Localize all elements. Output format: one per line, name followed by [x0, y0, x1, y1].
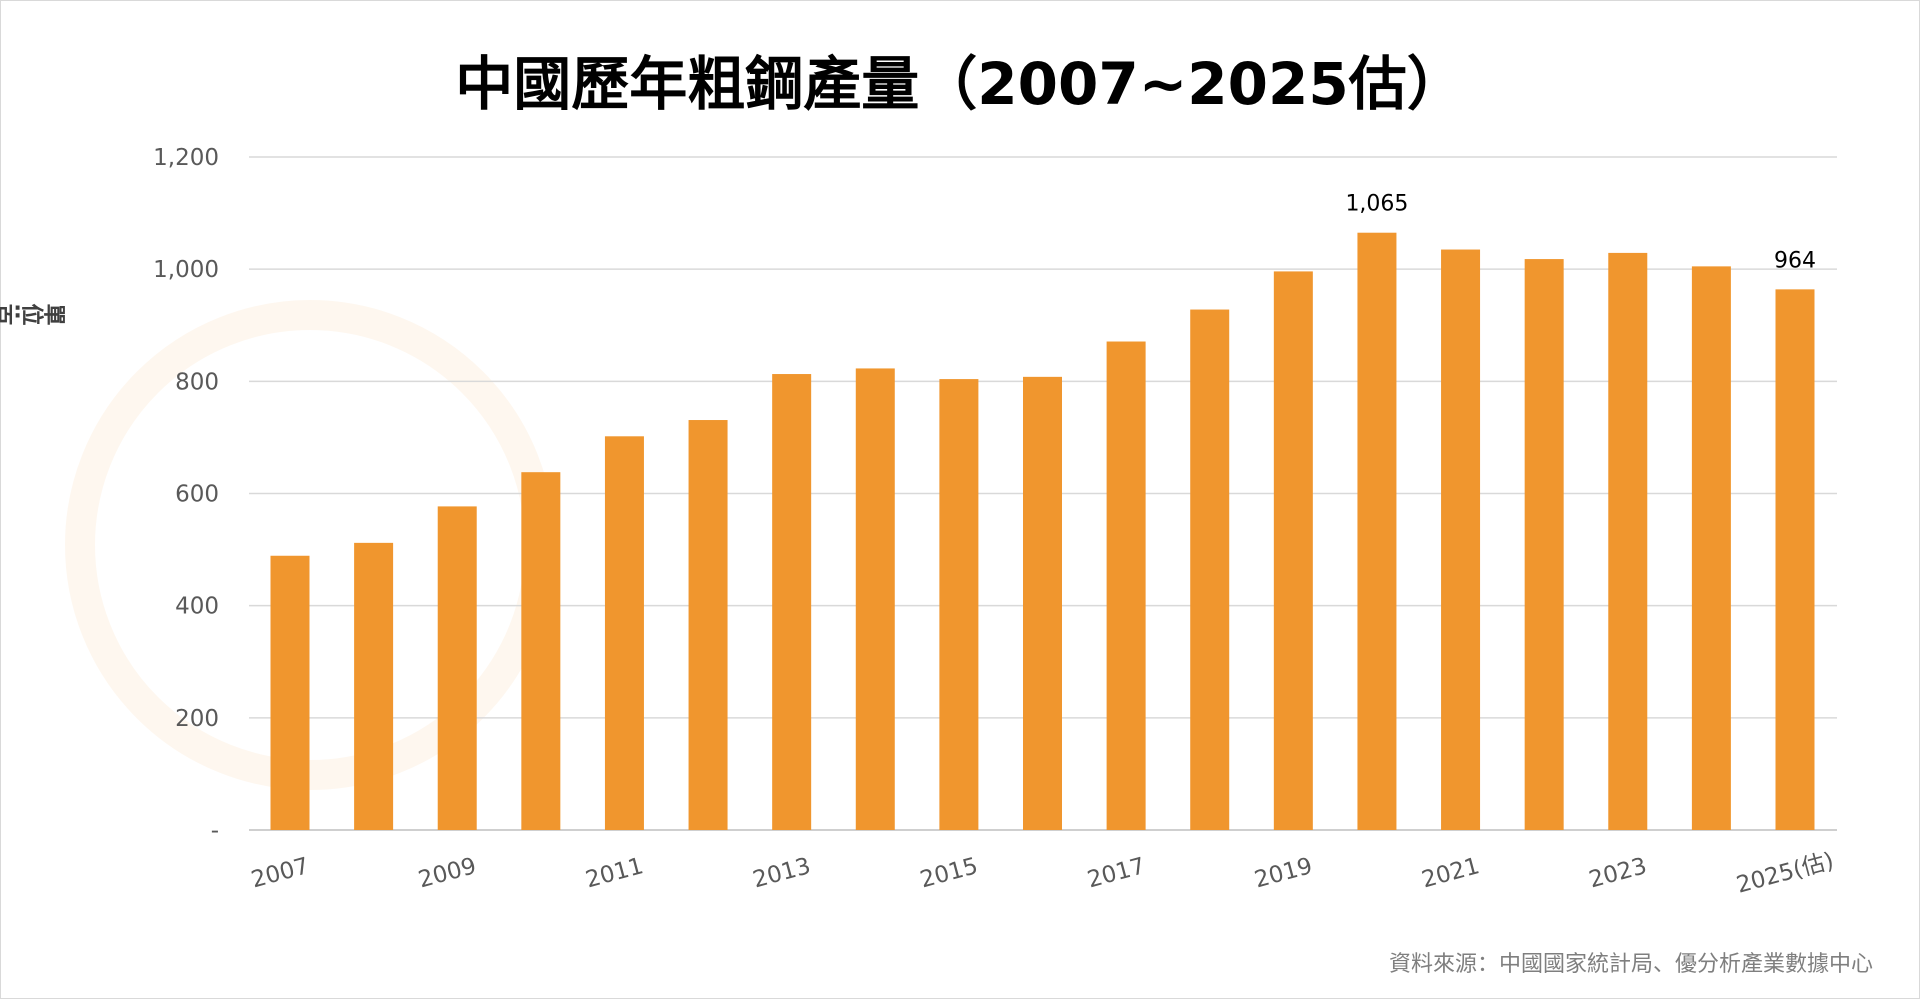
bar-2022	[1524, 259, 1564, 830]
bar-2013	[772, 374, 812, 830]
data-label: 1,065	[1345, 192, 1408, 217]
bar-2008	[354, 542, 394, 830]
x-tick-label: 2025(估)	[1734, 848, 1837, 899]
x-tick-label: 2007	[249, 853, 312, 893]
y-tick-label: 1,200	[153, 145, 219, 171]
y-tick-label: 600	[175, 482, 219, 508]
bar-2016	[1023, 376, 1062, 830]
y-tick-label: 1,000	[153, 257, 219, 283]
y-tick-label: 200	[175, 706, 219, 732]
bar-2009	[437, 506, 477, 830]
y-tick-label: -	[211, 818, 219, 844]
source-note: 資料來源：中國國家統計局、優分析產業數據中心	[1389, 952, 1873, 977]
bar-2024	[1691, 266, 1731, 830]
bar-2011	[604, 436, 644, 830]
bar-2010	[521, 472, 561, 830]
x-tick-label: 2013	[750, 853, 813, 893]
y-tick-label: 400	[175, 594, 219, 620]
bar-2023	[1608, 252, 1648, 831]
bar-2012	[688, 420, 728, 830]
y-axis-label: 單位:百萬噸	[0, 300, 66, 326]
bar-2025(估)	[1775, 289, 1815, 830]
x-tick-label: 2011	[583, 853, 646, 893]
bar-2014	[855, 368, 895, 830]
bar-2007	[270, 555, 310, 830]
bar-2017	[1106, 341, 1146, 830]
bar-2018	[1190, 309, 1230, 831]
bar-2021	[1441, 249, 1481, 831]
y-tick-label: 800	[175, 369, 219, 395]
x-tick-label: 2021	[1419, 853, 1482, 893]
bar-2015	[939, 379, 979, 830]
x-tick-label: 2015	[917, 853, 980, 893]
bar-2020	[1357, 232, 1397, 830]
x-tick-label: 2009	[416, 853, 479, 893]
x-tick-label: 2019	[1252, 853, 1315, 893]
x-tick-label: 2023	[1586, 853, 1649, 893]
chart-title: 中國歷年粗鋼產量（2007~2025估）	[455, 50, 1464, 118]
x-tick-label: 2017	[1085, 853, 1148, 893]
data-label: 964	[1774, 248, 1816, 273]
bar-2019	[1273, 271, 1313, 830]
